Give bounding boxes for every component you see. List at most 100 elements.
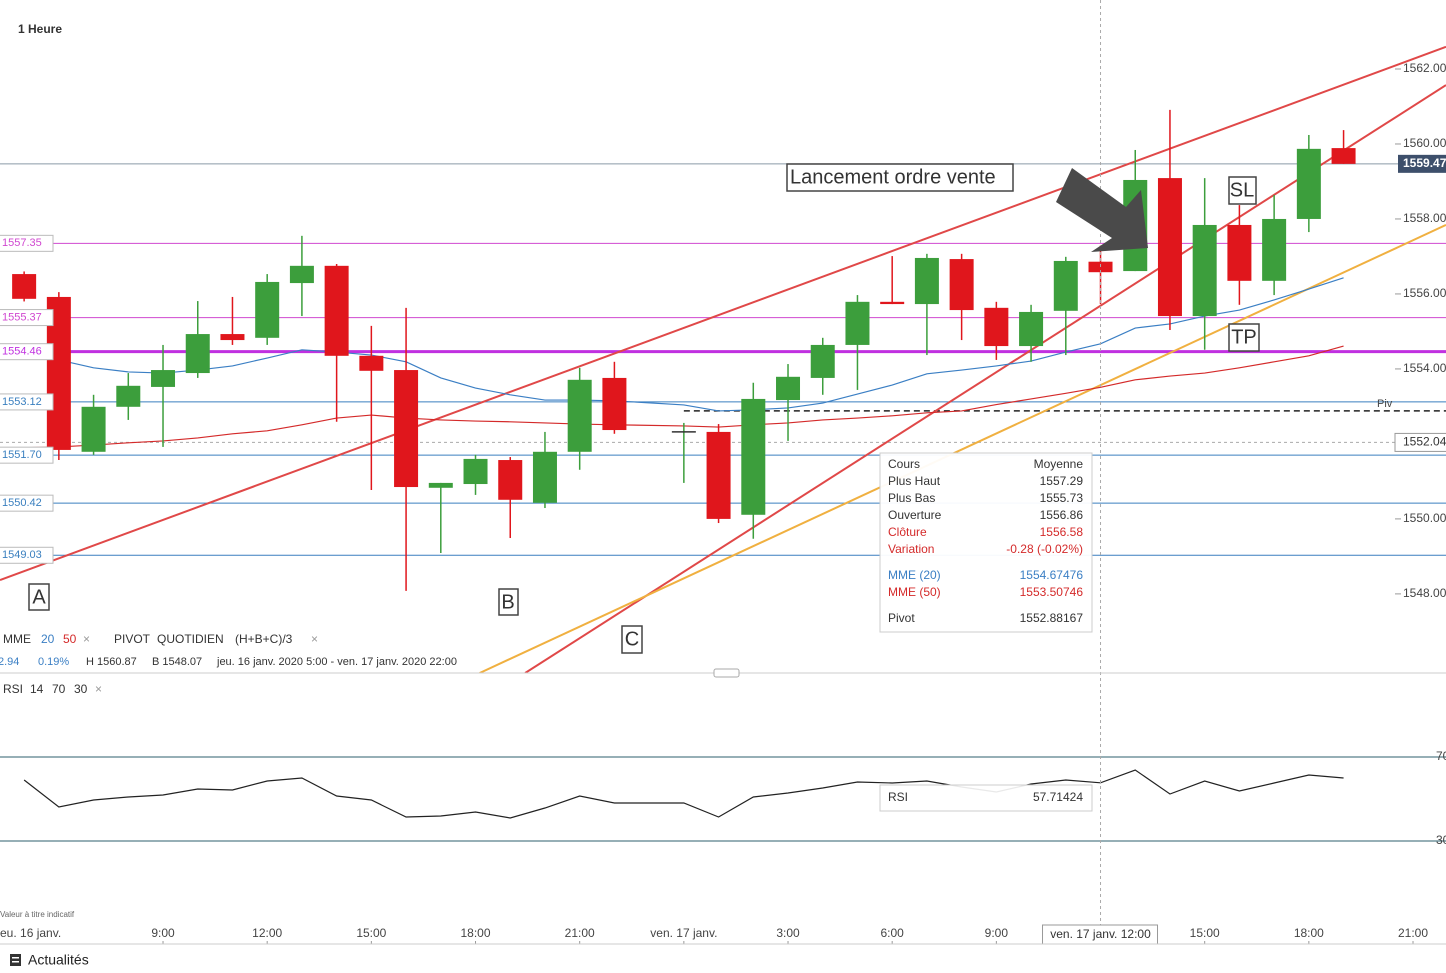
- x-tick-label: 12:00: [252, 926, 282, 940]
- y-tick-label: 1556.00: [1403, 286, 1446, 300]
- level-label: 1550.42: [2, 497, 42, 509]
- candle-body: [1192, 224, 1217, 317]
- trendline: [479, 224, 1446, 673]
- level-label-box: [0, 546, 54, 564]
- candle-body: [567, 379, 592, 452]
- info: jeu. 16 janv. 2020 5:00 - ven. 17 janv. …: [216, 656, 457, 668]
- crosshair-x-label: ven. 17 janv. 12:00: [1050, 927, 1151, 941]
- y-tick-label: 30: [1436, 833, 1446, 847]
- tooltip-label: Plus Bas: [888, 491, 935, 505]
- close-icon[interactable]: ×: [83, 632, 90, 646]
- x-tick-label: 18:00: [1294, 926, 1324, 940]
- y-tick-label: 1562.00: [1403, 61, 1446, 75]
- candle-body: [255, 281, 280, 338]
- info: 2.94: [0, 656, 19, 668]
- candle-body: [810, 344, 835, 378]
- annotation: A: [32, 586, 46, 608]
- candle-body: [914, 257, 939, 305]
- x-tick-label: 15:00: [1190, 926, 1220, 940]
- info: B 1548.07: [152, 656, 202, 668]
- series-line: [24, 345, 1344, 449]
- candle-body: [1053, 260, 1078, 311]
- tooltip-label: Plus Haut: [888, 474, 941, 488]
- x-tick-label: 3:00: [776, 926, 800, 940]
- candle-body: [602, 377, 627, 431]
- indicator-legend: MME 20 50 × PIVOT QUOTIDIEN (H+B+C)/3 × …: [0, 632, 1446, 919]
- footer[interactable]: Actualités: [10, 952, 89, 968]
- legend-label: PIVOT: [114, 632, 151, 646]
- last-price-label: 1559.47: [1403, 156, 1446, 170]
- tooltip-value: -0.28 (-0.02%): [1006, 542, 1083, 556]
- tooltip-box: [879, 452, 1093, 633]
- tooltip-label: MME (20): [888, 568, 941, 582]
- legend-label: MME: [3, 632, 31, 646]
- x-tick-label: eu. 16 janv.: [0, 926, 61, 940]
- annotation-box: [621, 625, 643, 654]
- trendline: [524, 84, 1446, 673]
- candle-body: [12, 274, 37, 299]
- last-price-box: [1398, 154, 1446, 173]
- info: H 1560.87: [86, 656, 137, 668]
- news-label[interactable]: Actualités: [28, 952, 89, 968]
- level-label-box: [0, 494, 54, 512]
- candle-body: [46, 296, 71, 450]
- level-label: 1554.46: [2, 346, 42, 358]
- close-icon[interactable]: ×: [95, 682, 102, 696]
- candle-body: [324, 265, 349, 356]
- tooltip-label: RSI: [888, 790, 908, 804]
- candle-body: [289, 265, 314, 284]
- rsi-param: 70: [52, 682, 66, 696]
- tooltip-label: Cours: [888, 457, 920, 471]
- tooltip-label: Variation: [888, 542, 934, 556]
- level-label: 1555.37: [2, 311, 42, 323]
- y-tick-label: 1558.00: [1403, 211, 1446, 225]
- level-label: 1553.12: [2, 396, 42, 408]
- tooltip-value: 57.71424: [1033, 790, 1083, 804]
- level-label-box: [0, 393, 54, 411]
- rsi-param: 14: [30, 682, 44, 696]
- tooltip-value: 1556.58: [1040, 525, 1084, 539]
- tooltip-value: 1553.50746: [1020, 585, 1084, 599]
- tooltip-value: 1556.86: [1040, 508, 1084, 522]
- legend-label: 20: [41, 632, 55, 646]
- candle-body: [1331, 148, 1356, 164]
- x-tick-label: 9:00: [151, 926, 175, 940]
- candle-body: [116, 385, 141, 407]
- tooltip-label: Moyenne: [1034, 457, 1084, 471]
- annotation-box: [1228, 323, 1260, 352]
- tooltip-value: 1552.88167: [1020, 611, 1084, 625]
- main-panel: [0, 45, 1446, 673]
- x-tick-label: 6:00: [881, 926, 905, 940]
- tooltip-label: Clôture: [888, 525, 927, 539]
- close-icon[interactable]: ×: [311, 632, 318, 646]
- candle-body: [532, 451, 557, 503]
- x-tick-label: 15:00: [356, 926, 386, 940]
- info: 0.19%: [38, 656, 69, 668]
- tooltip-value: 1555.73: [1040, 491, 1084, 505]
- annotation: SL: [1230, 179, 1254, 201]
- candle-body: [880, 301, 905, 305]
- annotation-box: [1228, 176, 1257, 205]
- rsi-panel: 70 30: [0, 749, 1446, 847]
- legend-label: QUOTIDIEN: [157, 632, 224, 646]
- series-line: [24, 277, 1344, 412]
- series-line: [23, 769, 1344, 819]
- x-tick-label: 9:00: [985, 926, 1009, 940]
- note: Valeur à titre indicatif: [0, 910, 75, 919]
- x-tick-label: ven. 17 janv.: [650, 926, 717, 940]
- level-label-box: [0, 234, 54, 252]
- candle-body: [220, 334, 245, 341]
- rsi-title: RSI: [3, 682, 23, 696]
- level-label-box: [0, 446, 54, 464]
- x-tick-label: 18:00: [461, 926, 491, 940]
- candle-body: [845, 301, 870, 345]
- tooltip-label: Pivot: [888, 611, 915, 625]
- x-tick-label: 21:00: [1398, 926, 1428, 940]
- trendline: [0, 45, 1446, 581]
- level-label: 1557.35: [2, 237, 42, 249]
- annotation: B: [501, 591, 514, 613]
- pivot-label: Piv: [1377, 398, 1393, 410]
- resize-handle[interactable]: [713, 668, 740, 678]
- legend-label: (H+B+C)/3: [235, 632, 293, 646]
